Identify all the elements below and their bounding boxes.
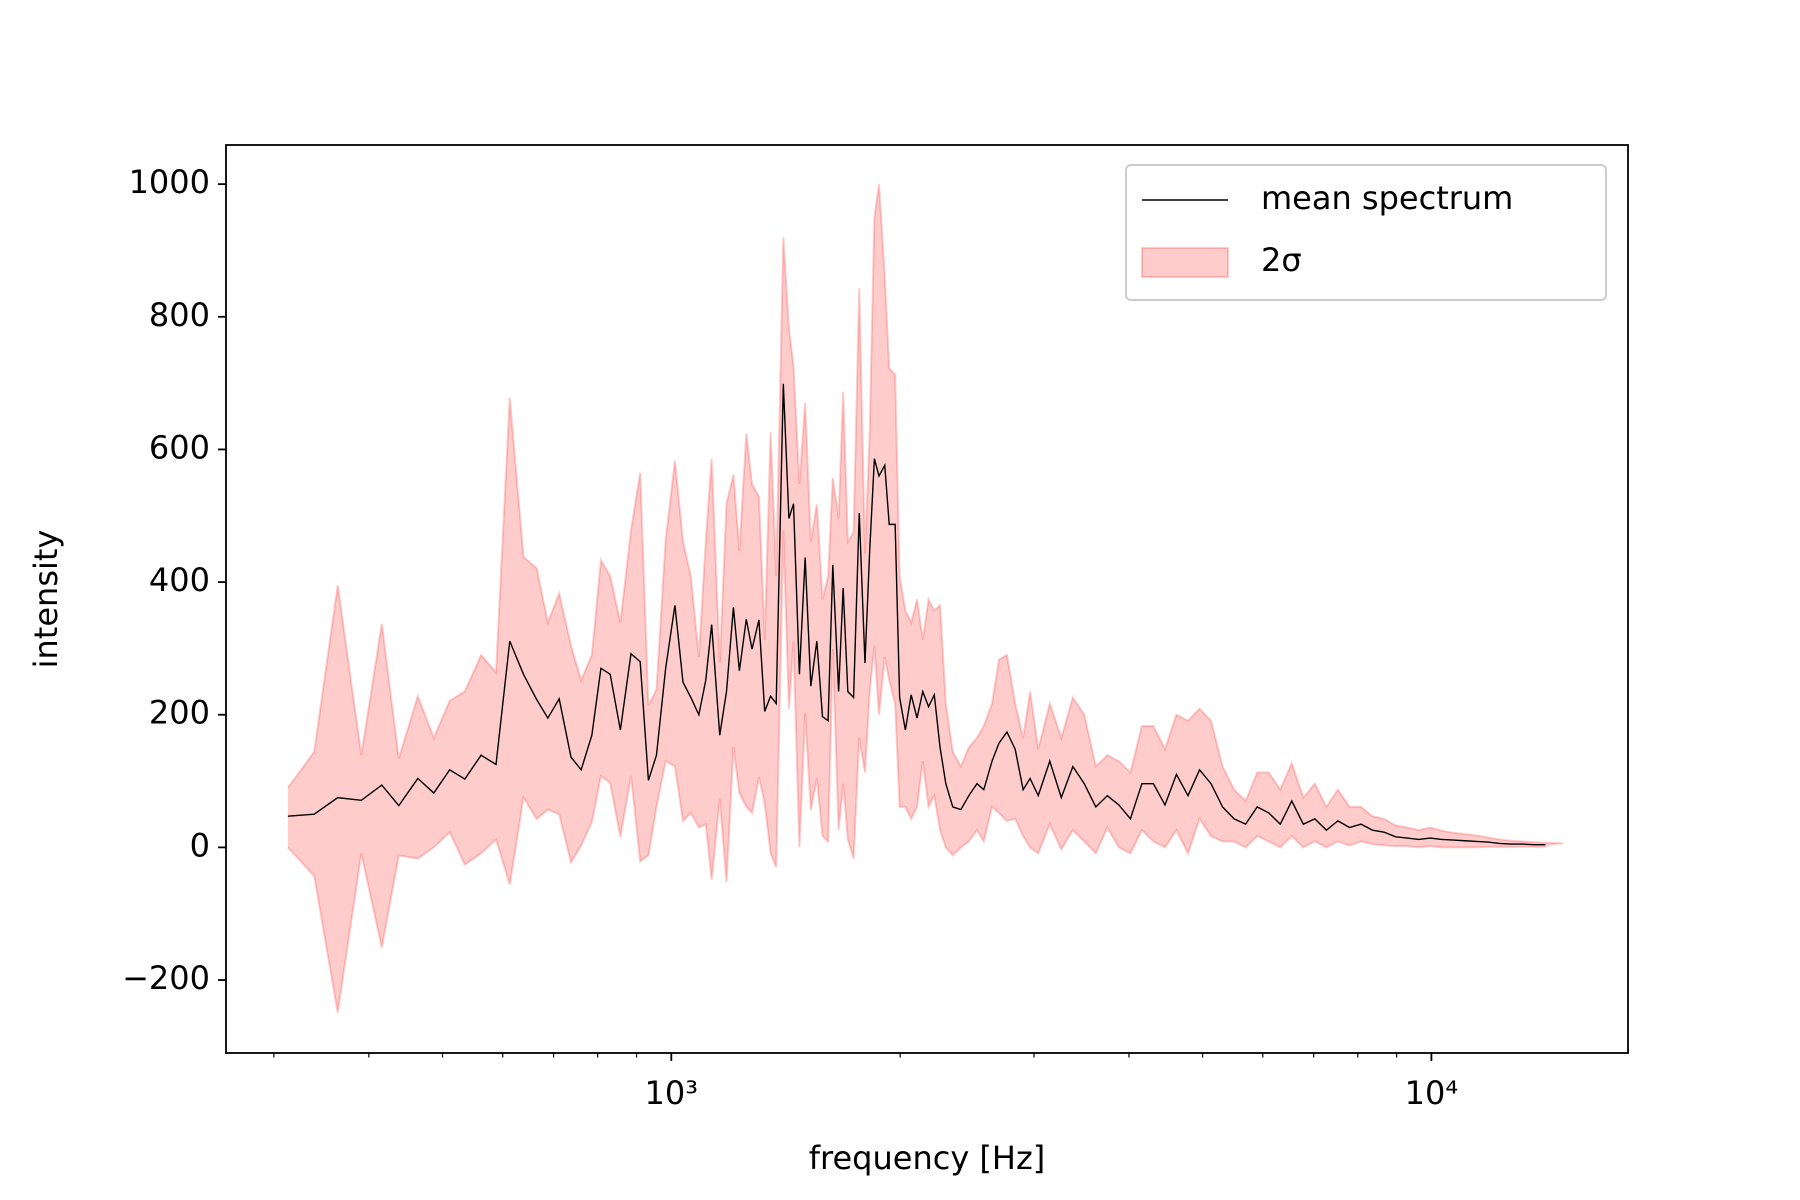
band-area [287,184,1563,1013]
band-edge [287,530,1546,1013]
legend-label: mean spectrum [1261,179,1513,217]
legend-box [1125,164,1607,301]
band-edge [287,183,1563,845]
y-tick-label: 0 [190,826,210,864]
y-tick-label: 600 [149,428,210,466]
legend-label: 2σ [1261,241,1302,279]
x-tick-label: 10⁴ [1405,1074,1459,1112]
mean-line [287,383,1546,846]
y-tick-label: 800 [149,296,210,334]
x-tick-label: 10³ [645,1074,699,1112]
legend: mean spectrum 2σ [1125,164,1607,301]
y-tick-label: −200 [122,959,210,997]
plot-frame [225,144,1629,1054]
y-tick-label: 400 [149,561,210,599]
legend-patch [1141,247,1229,278]
y-tick-label: 200 [149,694,210,732]
x-axis-label: frequency [Hz] [809,1139,1046,1177]
y-tick-label: 1000 [129,163,210,201]
y-axis-label: intensity [27,530,65,669]
